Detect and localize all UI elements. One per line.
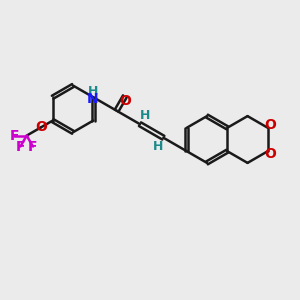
Text: O: O bbox=[119, 94, 131, 108]
Text: N: N bbox=[87, 92, 98, 106]
Text: O: O bbox=[264, 118, 276, 132]
Text: H: H bbox=[88, 85, 98, 98]
Text: O: O bbox=[35, 120, 47, 134]
Text: F: F bbox=[16, 140, 25, 154]
Text: H: H bbox=[153, 140, 163, 153]
Text: F: F bbox=[28, 140, 38, 154]
Text: F: F bbox=[9, 129, 19, 142]
Text: O: O bbox=[264, 147, 276, 160]
Text: H: H bbox=[140, 109, 150, 122]
